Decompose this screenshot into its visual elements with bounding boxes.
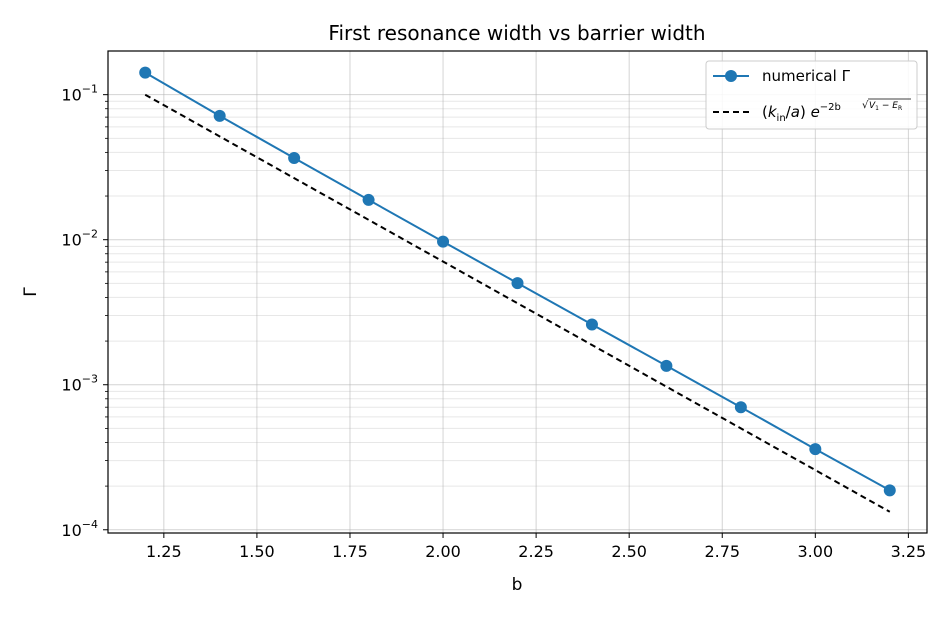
numerical-data-point <box>213 109 226 122</box>
numerical-data-point <box>660 359 673 372</box>
x-tick-label: 2.75 <box>704 542 740 561</box>
numerical-data-point <box>883 484 896 497</box>
legend-label-numerical: numerical Γ <box>762 67 851 85</box>
numerical-data-point <box>734 401 747 414</box>
y-axis-label: Γ <box>21 287 41 297</box>
x-tick-label: 3.00 <box>798 542 834 561</box>
tick-layer: 10−1 10−2 10−3 10−4 1.25 1.50 1.75 2.00 2.25 2.50… <box>61 83 926 561</box>
numerical-data-point <box>511 277 524 290</box>
legend-box <box>705 60 918 130</box>
legend-radical-content: V1 − ER <box>869 101 902 112</box>
plot-area-frame <box>107 50 928 534</box>
numerical-data-point <box>585 318 598 331</box>
legend: numerical Γ (kin/a) e−2b √ V1 − ER <box>705 60 918 130</box>
x-tick-label: 1.75 <box>332 542 368 561</box>
series-layer <box>139 66 896 513</box>
x-tick-label: 2.25 <box>518 542 554 561</box>
x-axis-label: b <box>512 575 523 595</box>
numerical-data-point <box>809 443 822 456</box>
legend-marker-numerical <box>725 70 737 82</box>
y-tick-label: 10−2 <box>61 228 98 250</box>
legend-radical: √ <box>862 100 869 111</box>
numerical-data-point <box>139 66 152 79</box>
y-tick-label: 10−3 <box>61 373 98 395</box>
y-tick-label: 10−4 <box>61 518 98 540</box>
y-tick-label: 10−1 <box>61 83 98 105</box>
x-tick-label: 2.50 <box>611 542 647 561</box>
legend-label-analytic: (kin/a) e−2b <box>762 102 841 124</box>
chart-title: First resonance width vs barrier width <box>328 21 705 45</box>
x-tick-label: 2.00 <box>425 542 461 561</box>
x-tick-label: 1.50 <box>239 542 275 561</box>
numerical-data-point <box>362 193 375 206</box>
numerical-data-point <box>288 151 301 164</box>
x-tick-label: 3.25 <box>891 542 927 561</box>
x-tick-label: 1.25 <box>146 542 182 561</box>
numerical-data-point <box>437 235 450 248</box>
analytic-series-line <box>144 93 891 513</box>
